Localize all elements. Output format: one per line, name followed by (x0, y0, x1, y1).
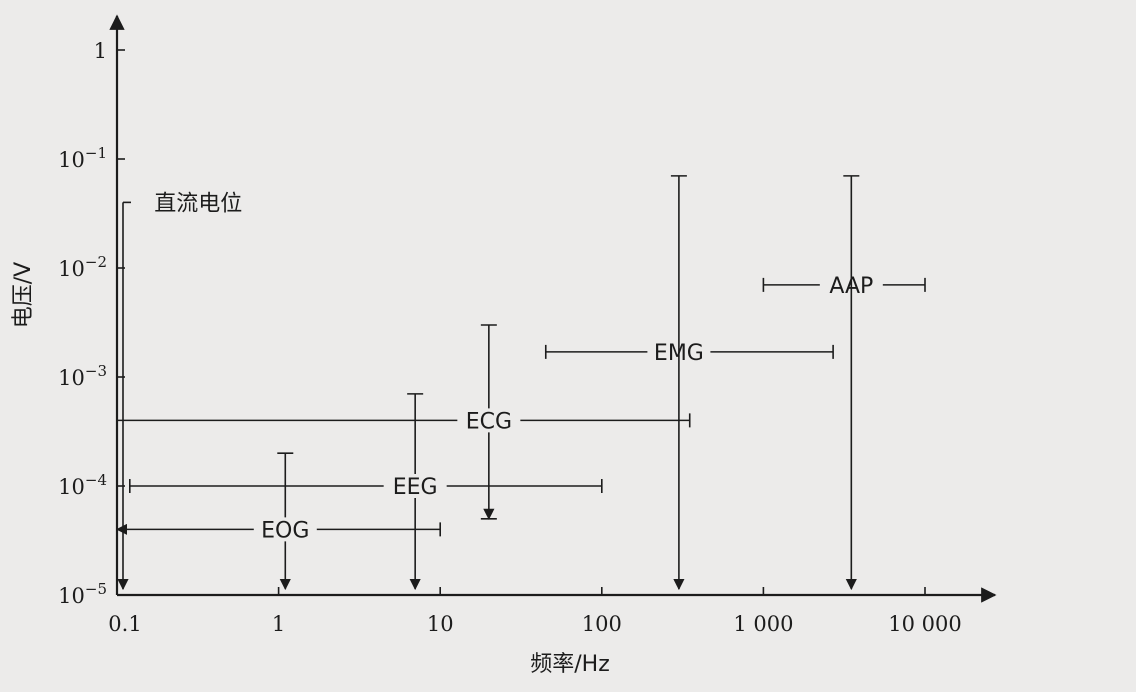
x-axis-title: 频率/Hz (530, 652, 610, 677)
x-tick-label: 10 (427, 612, 454, 636)
y-tick-label: 10−1 (58, 144, 107, 172)
x-tick-label: 10 000 (888, 612, 961, 636)
band-label-直流电位: 直流电位 (154, 191, 242, 216)
y-tick-label: 10−2 (58, 253, 107, 281)
band-label-ECG: ECG (466, 409, 512, 434)
y-tick-label: 10−3 (58, 362, 107, 390)
band-EEG: EEG (128, 393, 603, 591)
band-EOG: EOG (115, 452, 442, 591)
y-axis-title: 电压/V (11, 262, 36, 328)
band-label-EOG: EOG (261, 518, 309, 543)
chart-axes (109, 14, 997, 603)
band-ECG: ECG (116, 324, 691, 520)
tick-group: 0.1 1 10 100 1 000 10 000 1 10−1 10−2 10−3 10−4 10−… (58, 39, 962, 636)
x-tick-label: 100 (582, 612, 622, 636)
y-tick-label: 10−4 (58, 471, 107, 499)
x-tick-label: 1 000 (733, 612, 793, 636)
x-tick-label: 0.1 (108, 612, 141, 636)
y-tick-label: 10−5 (58, 580, 107, 608)
x-tick-label: 1 (272, 612, 285, 636)
band-EMG: EMG (544, 175, 834, 591)
y-tick-label: 1 (94, 39, 107, 63)
band-AAP: AAP (762, 175, 926, 591)
band-label-EEG: EEG (393, 475, 438, 500)
